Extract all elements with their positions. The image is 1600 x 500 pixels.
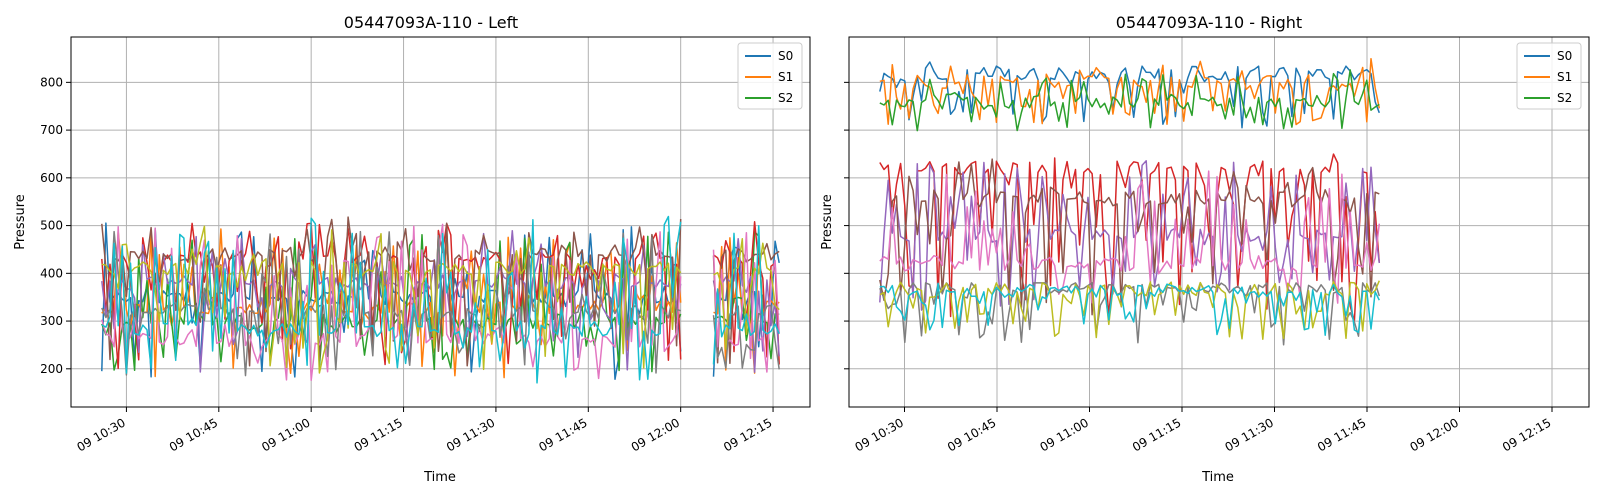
series-line-2 xyxy=(879,57,1381,126)
legend-label: S1 xyxy=(1557,70,1572,84)
legend-label: S0 xyxy=(1557,49,1572,63)
series-line-3 xyxy=(879,69,1380,132)
y-tick-label: 400 xyxy=(40,266,63,280)
series-line-5 xyxy=(879,160,1381,311)
legend-label: S2 xyxy=(1557,91,1572,105)
y-tick-label: 500 xyxy=(40,219,63,233)
series-lines xyxy=(879,57,1381,346)
y-axis-label: Pressure xyxy=(13,194,28,250)
y-tick-label: 800 xyxy=(40,75,63,89)
chart-title: 05447093A-110 - Right xyxy=(1116,13,1302,32)
series-line-7 xyxy=(879,170,1381,304)
series-line-10 xyxy=(879,282,1380,336)
series-line-1 xyxy=(879,61,1381,129)
plot-frame xyxy=(70,36,811,408)
y-axis-label: Pressure xyxy=(820,194,835,250)
y-tick-label: 600 xyxy=(40,171,63,185)
series-line-10 xyxy=(101,215,780,384)
x-axis-label: Time xyxy=(1201,470,1234,485)
series-line-6 xyxy=(879,158,1380,316)
x-axis-label: Time xyxy=(423,470,456,485)
legend-label: S1 xyxy=(778,70,793,84)
series-lines xyxy=(101,215,780,384)
legend-label: S0 xyxy=(778,49,793,63)
plot-frame xyxy=(848,36,1590,408)
left-chart: 05447093A-110 - Left 09 10:30 09 10:45 09 … xyxy=(13,13,811,485)
legend: S0 S1 S2 xyxy=(1516,42,1582,110)
y-tick-label: 700 xyxy=(40,123,63,137)
y-tick-label: 300 xyxy=(40,314,63,328)
chart-title: 05447093A-110 - Left xyxy=(344,13,518,32)
y-tick-label: 200 xyxy=(40,362,63,376)
legend-label: S2 xyxy=(778,91,793,105)
legend: S0 S1 S2 xyxy=(737,42,803,110)
series-line-9 xyxy=(879,280,1380,340)
